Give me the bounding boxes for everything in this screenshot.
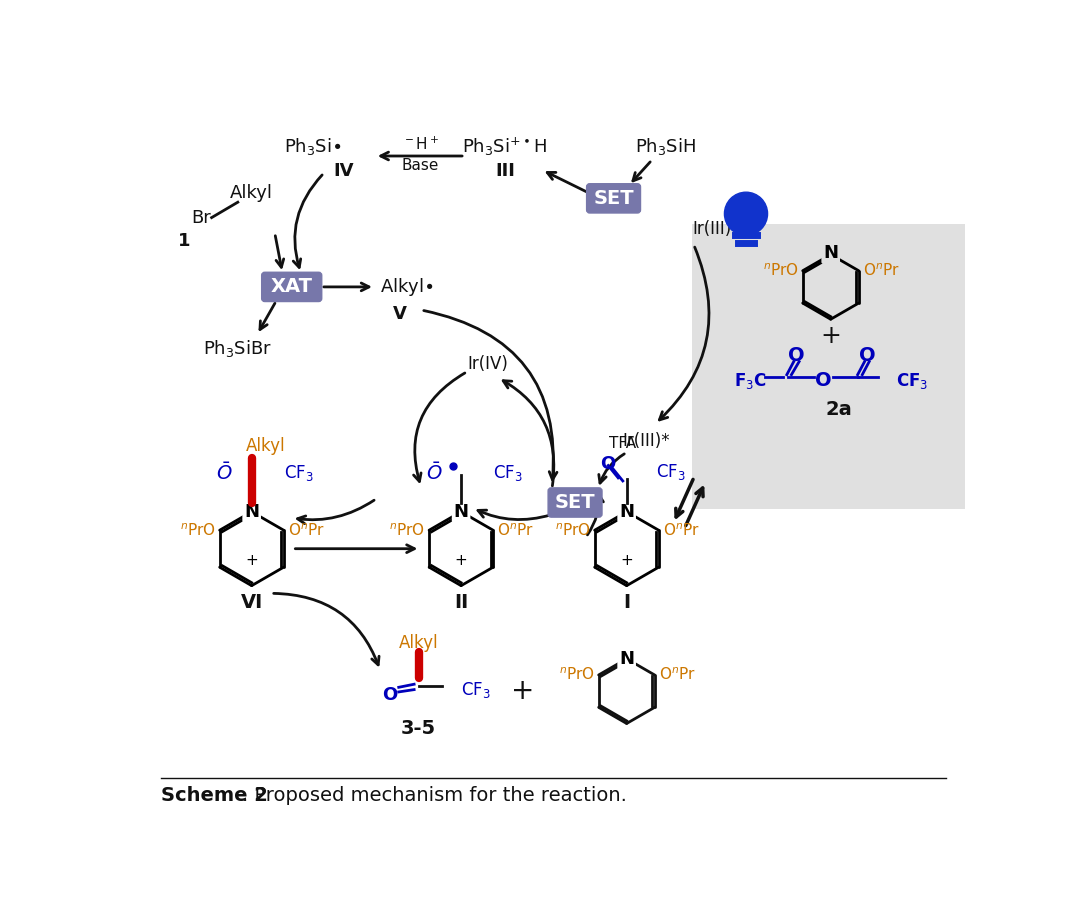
Text: $^n$PrO: $^n$PrO: [558, 667, 595, 684]
Circle shape: [725, 192, 768, 235]
Text: Ph$_3$Si$\bullet$: Ph$_3$Si$\bullet$: [284, 136, 342, 157]
Text: CF$_3$: CF$_3$: [896, 371, 929, 391]
Text: +: +: [620, 553, 633, 567]
Text: Base: Base: [402, 157, 438, 173]
Text: N: N: [454, 502, 469, 521]
Text: O$^n$Pr: O$^n$Pr: [662, 522, 700, 539]
Text: O: O: [860, 346, 876, 365]
Text: XAT: XAT: [271, 277, 313, 296]
Text: Alkyl$\bullet$: Alkyl$\bullet$: [380, 276, 434, 298]
Text: Ph$_3$Si$^{+\bullet}$H: Ph$_3$Si$^{+\bullet}$H: [462, 135, 548, 158]
Text: V: V: [392, 305, 406, 323]
Text: CF$_3$: CF$_3$: [461, 680, 491, 700]
Text: +: +: [245, 553, 258, 567]
Text: Scheme 2: Scheme 2: [161, 786, 268, 804]
Text: CF$_3$: CF$_3$: [284, 463, 314, 483]
Text: $^n$PrO: $^n$PrO: [555, 522, 591, 539]
Text: III: III: [495, 162, 515, 180]
Text: O$^n$Pr: O$^n$Pr: [287, 522, 324, 539]
Text: F$_3$C: F$_3$C: [733, 371, 766, 391]
Text: VI: VI: [241, 593, 262, 612]
Text: $^n$PrO: $^n$PrO: [762, 263, 799, 279]
Text: Alkyl: Alkyl: [246, 437, 285, 456]
Text: Ph$_3$SiBr: Ph$_3$SiBr: [203, 338, 272, 359]
Text: O: O: [814, 371, 832, 391]
FancyBboxPatch shape: [261, 273, 322, 302]
Text: +: +: [455, 553, 468, 567]
Text: TFA: TFA: [609, 436, 636, 451]
Text: $^n$PrO: $^n$PrO: [180, 522, 216, 539]
FancyBboxPatch shape: [549, 488, 602, 517]
Text: IV: IV: [334, 162, 354, 180]
Text: O$^n$Pr: O$^n$Pr: [497, 522, 534, 539]
Text: Br: Br: [191, 209, 211, 227]
FancyBboxPatch shape: [586, 184, 640, 213]
Text: Ir(III): Ir(III): [692, 221, 731, 238]
Text: CF$_3$: CF$_3$: [494, 463, 524, 483]
Text: N: N: [244, 502, 259, 521]
Text: Ir(IV): Ir(IV): [468, 355, 509, 373]
Text: O: O: [787, 346, 805, 365]
Text: $^n$PrO: $^n$PrO: [389, 522, 426, 539]
Text: Alkyl: Alkyl: [230, 184, 273, 202]
Text: CF$_3$: CF$_3$: [656, 462, 686, 481]
FancyBboxPatch shape: [692, 224, 966, 509]
Text: $^-$H$^+$: $^-$H$^+$: [402, 135, 438, 153]
Text: 1: 1: [177, 231, 190, 250]
Text: +: +: [511, 677, 535, 705]
Text: . Proposed mechanism for the reaction.: . Proposed mechanism for the reaction.: [242, 786, 626, 804]
Text: O$^n$Pr: O$^n$Pr: [659, 667, 696, 684]
Text: $\bar{O}$: $\bar{O}$: [216, 462, 233, 484]
Text: O$^n$Pr: O$^n$Pr: [863, 263, 900, 279]
Text: $\bar{O}$: $\bar{O}$: [426, 462, 443, 484]
Text: N: N: [619, 650, 634, 668]
Text: O: O: [382, 686, 397, 704]
Text: I: I: [623, 593, 631, 612]
Text: 2a: 2a: [825, 400, 852, 419]
Text: N: N: [823, 244, 838, 262]
Text: +: +: [821, 324, 841, 349]
Text: II: II: [454, 593, 469, 612]
Text: SET: SET: [593, 188, 634, 208]
Text: SET: SET: [555, 493, 595, 512]
Text: 3-5: 3-5: [401, 718, 436, 737]
Text: O: O: [599, 455, 615, 473]
Text: Ir(III)*: Ir(III)*: [622, 432, 670, 450]
Text: Alkyl: Alkyl: [399, 634, 438, 652]
Text: Ph$_3$SiH: Ph$_3$SiH: [635, 136, 696, 157]
Text: N: N: [619, 502, 634, 521]
